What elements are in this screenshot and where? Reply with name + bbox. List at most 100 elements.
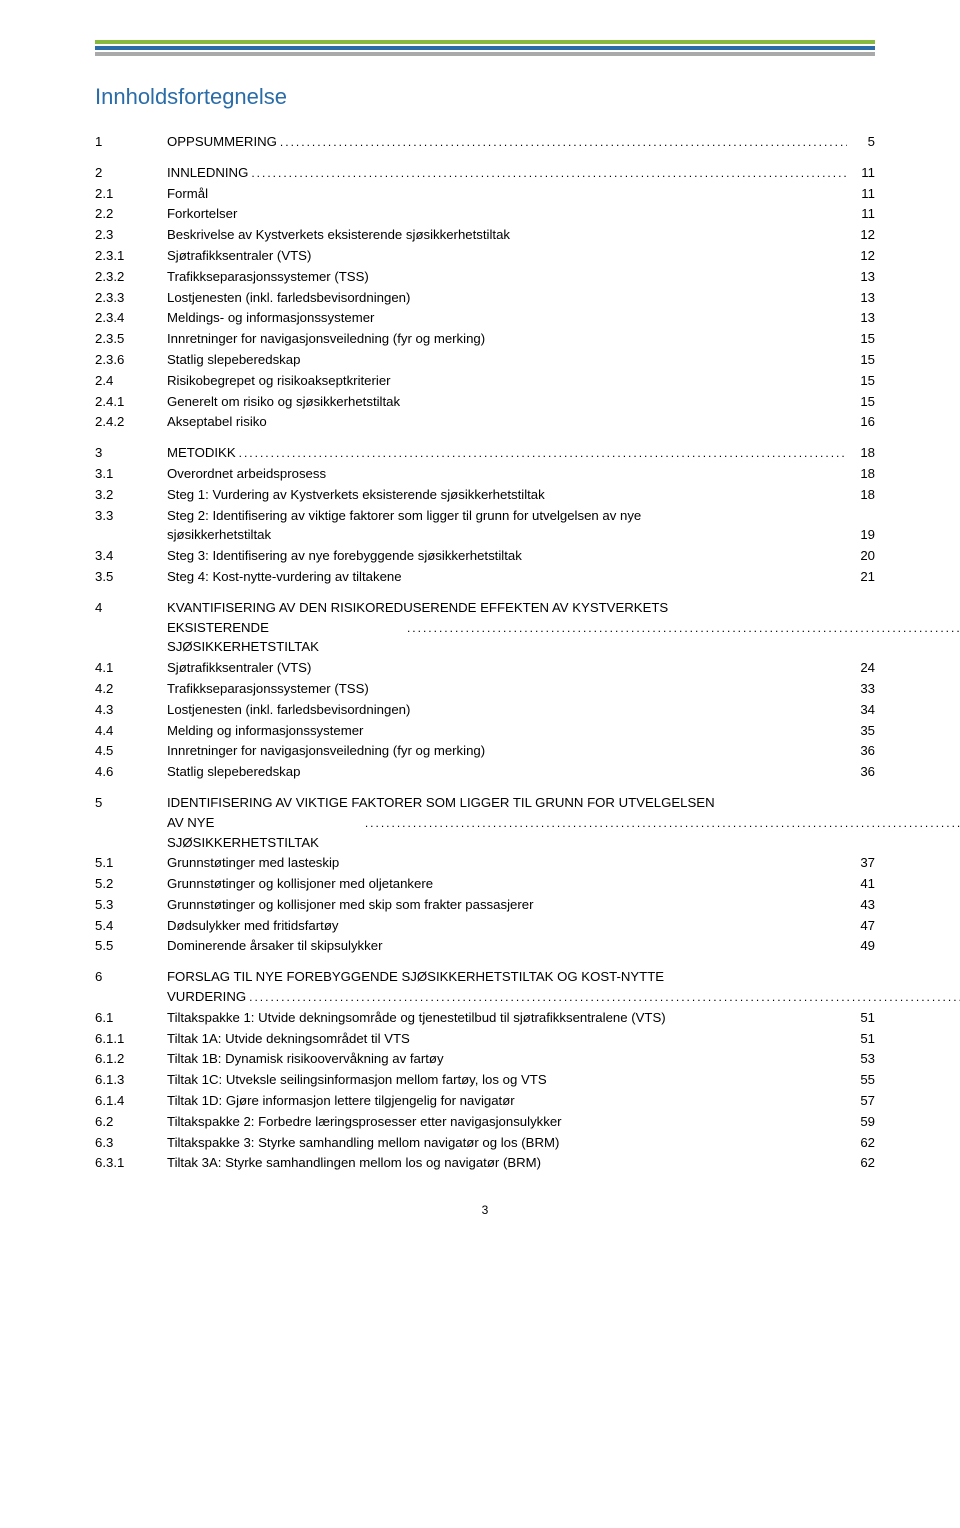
- toc-entry-number: 5.1: [95, 853, 167, 873]
- toc-entry-text: Grunnstøtinger med lasteskip: [167, 853, 339, 873]
- toc-entry: 5.1Grunnstøtinger med lasteskip 37: [95, 853, 875, 873]
- toc-entry-text: Steg 3: Identifisering av nye forebyggen…: [167, 546, 522, 566]
- toc-entry-text: Statlig slepeberedskap: [167, 350, 300, 370]
- toc-entry-number: 2: [95, 163, 167, 183]
- toc-entry: 4.4Melding og informasjonssystemer 35: [95, 721, 875, 741]
- toc-entry-page: 12: [847, 225, 875, 245]
- toc-entry-number: 3.4: [95, 546, 167, 566]
- toc-entry-page: 11: [847, 204, 875, 224]
- toc-entry: 2.3.6Statlig slepeberedskap15: [95, 350, 875, 370]
- toc-group: 2INNLEDNING.............................…: [95, 163, 875, 432]
- toc-entry: 2.3.5Innretninger for navigasjonsveiledn…: [95, 329, 875, 349]
- toc-entry-text: sjøsikkerhetstiltak: [167, 525, 271, 545]
- toc-entry-page: 53: [847, 1049, 875, 1069]
- toc-entry-text: Dominerende årsaker til skipsulykker: [167, 936, 382, 956]
- toc-leader: ........................................…: [246, 988, 960, 1006]
- toc-entry: 6.2Tiltakspakke 2: Forbedre læringsprose…: [95, 1112, 875, 1132]
- toc-entry: 5IDENTIFISERING AV VIKTIGE FAKTORER SOM …: [95, 793, 875, 852]
- toc-entry-page: 33: [847, 679, 875, 699]
- toc-leader: ........................................…: [404, 619, 960, 637]
- toc-entry-number: 4.4: [95, 721, 167, 741]
- toc-entry: 4.2Trafikkseparasjonssystemer (TSS)33: [95, 679, 875, 699]
- toc-entry-text: AV NYE SJØSIKKERHETSTILTAK: [167, 813, 362, 853]
- toc-entry-text: Sjøtrafikksentraler (VTS): [167, 246, 311, 266]
- toc-entry-number: 5.5: [95, 936, 167, 956]
- toc-entry-page: 15: [847, 371, 875, 391]
- toc-entry-text: Grunnstøtinger og kollisjoner med oljeta…: [167, 874, 433, 894]
- toc-group: 1OPPSUMMERING...........................…: [95, 132, 875, 152]
- toc-entry: 5.5Dominerende årsaker til skipsulykker 4…: [95, 936, 875, 956]
- toc-entry: 5.3Grunnstøtinger og kollisjoner med ski…: [95, 895, 875, 915]
- toc-entry-number: 4.5: [95, 741, 167, 761]
- toc-group: 3METODIKK...............................…: [95, 443, 875, 587]
- toc-entry-text: Tiltak 1C: Utveksle seilingsinformasjon …: [167, 1070, 547, 1090]
- toc-entry-number: 6.1.3: [95, 1070, 167, 1090]
- toc-entry-number: 6: [95, 967, 167, 987]
- toc-entry-page: 11: [847, 184, 875, 204]
- toc-entry: 6FORSLAG TIL NYE FOREBYGGENDE SJØSIKKERH…: [95, 967, 875, 1007]
- toc-entry-text: VURDERING: [167, 987, 246, 1007]
- toc-entry-number: 5.2: [95, 874, 167, 894]
- toc-entry-text: Tiltakspakke 3: Styrke samhandling mello…: [167, 1133, 559, 1153]
- toc-entry-text: EKSISTERENDE SJØSIKKERHETSTILTAK: [167, 618, 404, 658]
- toc-entry: 5.4Dødsulykker med fritidsfartøy47: [95, 916, 875, 936]
- toc-entry-text: Formål: [167, 184, 208, 204]
- toc-entry-page: 35: [847, 721, 875, 741]
- toc-entry: 4KVANTIFISERING AV DEN RISIKOREDUSERENDE…: [95, 598, 875, 657]
- toc-entry-text: INNLEDNING: [167, 163, 248, 183]
- toc-entry: 5.2Grunnstøtinger og kollisjoner med olj…: [95, 874, 875, 894]
- document-page: Innholdsfortegnelse 1OPPSUMMERING.......…: [0, 0, 960, 1247]
- toc-entry-number: 4.3: [95, 700, 167, 720]
- toc-entry-page: 37: [847, 853, 875, 873]
- toc-entry-page: 47: [847, 916, 875, 936]
- toc-entry-page: 55: [847, 1070, 875, 1090]
- toc-entry-number: 2.2: [95, 204, 167, 224]
- toc-entry-text: Melding og informasjonssystemer: [167, 721, 363, 741]
- toc-entry-text: KVANTIFISERING AV DEN RISIKOREDUSERENDE …: [167, 598, 960, 618]
- toc-entry-number: 3.2: [95, 485, 167, 505]
- toc-body: 1OPPSUMMERING...........................…: [95, 132, 875, 1173]
- toc-entry-page: 12: [847, 246, 875, 266]
- rule-gray: [95, 52, 875, 56]
- toc-entry-text: METODIKK: [167, 443, 236, 463]
- toc-entry-text: OPPSUMMERING: [167, 132, 277, 152]
- toc-entry-number: 2.3.1: [95, 246, 167, 266]
- toc-leader: ........................................…: [248, 164, 847, 182]
- toc-entry-number: 6.1.2: [95, 1049, 167, 1069]
- toc-entry: 2.3.2Trafikkseparasjonssystemer (TSS)13: [95, 267, 875, 287]
- toc-entry-page: 18: [847, 443, 875, 463]
- toc-entry-text: Sjøtrafikksentraler (VTS): [167, 658, 311, 678]
- toc-entry: 3.5Steg 4: Kost-nytte-vurdering av tilta…: [95, 567, 875, 587]
- toc-entry: 2INNLEDNING.............................…: [95, 163, 875, 183]
- toc-entry: 2.4Risikobegrepet og risikoakseptkriteri…: [95, 371, 875, 391]
- toc-entry-page: 15: [847, 350, 875, 370]
- toc-entry-text: Lostjenesten (inkl. farledsbevisordninge…: [167, 288, 410, 308]
- toc-entry-number: 2.4.1: [95, 392, 167, 412]
- toc-entry-number: 2.3: [95, 225, 167, 245]
- toc-entry-page: 5: [847, 132, 875, 152]
- rule-green: [95, 40, 875, 44]
- toc-entry-page: 49: [847, 936, 875, 956]
- toc-entry-number: 3.1: [95, 464, 167, 484]
- toc-entry-text: Grunnstøtinger og kollisjoner med skip s…: [167, 895, 533, 915]
- toc-entry-text: Tiltak 1A: Utvide dekningsområdet til VT…: [167, 1029, 410, 1049]
- toc-entry-page: 43: [847, 895, 875, 915]
- toc-entry-page: 13: [847, 308, 875, 328]
- toc-entry: 6.1.3Tiltak 1C: Utveksle seilingsinforma…: [95, 1070, 875, 1090]
- toc-leader: ........................................…: [236, 444, 847, 462]
- toc-entry-text: Steg 2: Identifisering av viktige faktor…: [167, 506, 875, 526]
- toc-entry-text: Steg 4: Kost-nytte-vurdering av tiltaken…: [167, 567, 402, 587]
- toc-entry-page: 16: [847, 412, 875, 432]
- toc-entry: 2.2Forkortelser11: [95, 204, 875, 224]
- toc-entry-page: 36: [847, 741, 875, 761]
- toc-entry-number: 5.4: [95, 916, 167, 936]
- toc-entry-number: 4.6: [95, 762, 167, 782]
- toc-entry: 3METODIKK...............................…: [95, 443, 875, 463]
- toc-entry-text: FORSLAG TIL NYE FOREBYGGENDE SJØSIKKERHE…: [167, 967, 960, 987]
- toc-entry-page: 51: [847, 1008, 875, 1028]
- toc-entry-text: Akseptabel risiko: [167, 412, 267, 432]
- toc-entry-number: 5.3: [95, 895, 167, 915]
- toc-entry-page: 59: [847, 1112, 875, 1132]
- toc-entry: 4.1Sjøtrafikksentraler (VTS)24: [95, 658, 875, 678]
- toc-entry-page: 13: [847, 288, 875, 308]
